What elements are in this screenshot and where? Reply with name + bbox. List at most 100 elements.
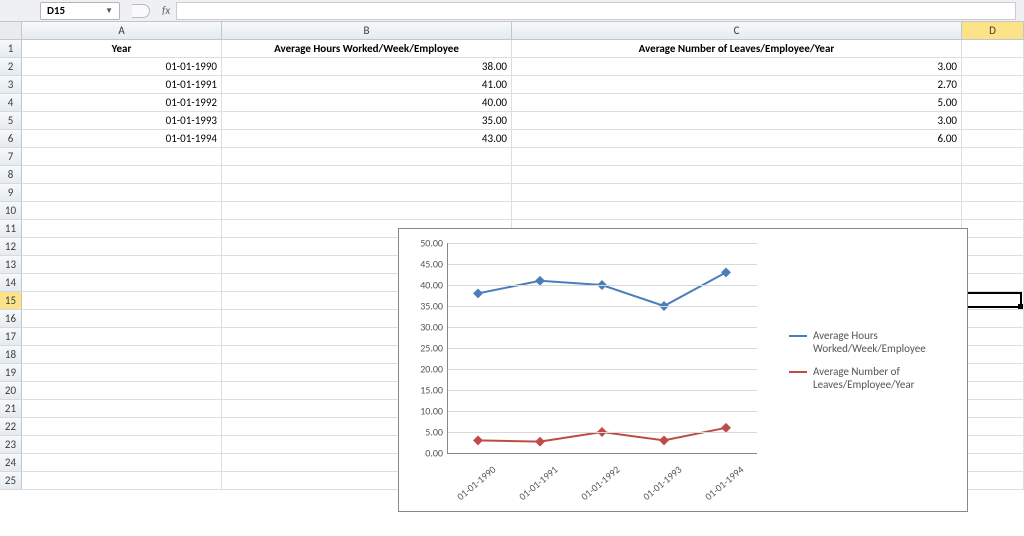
- cell-C8[interactable]: [512, 166, 962, 184]
- row-header-16[interactable]: 16: [0, 310, 22, 328]
- cell-B4[interactable]: 40.00: [222, 94, 512, 112]
- cell-D6[interactable]: [962, 130, 1024, 148]
- cell-C5[interactable]: 3.00: [512, 112, 962, 130]
- row-header-7[interactable]: 7: [0, 148, 22, 166]
- row-header-8[interactable]: 8: [0, 166, 22, 184]
- cell-D11[interactable]: [962, 220, 1024, 238]
- row-header-22[interactable]: 22: [0, 418, 22, 436]
- row-header-11[interactable]: 11: [0, 220, 22, 238]
- cell-A10[interactable]: [22, 202, 222, 220]
- cell-D25[interactable]: [962, 472, 1024, 490]
- cell-A24[interactable]: [22, 454, 222, 472]
- cell-A14[interactable]: [22, 274, 222, 292]
- cell-A13[interactable]: [22, 256, 222, 274]
- cell-A12[interactable]: [22, 238, 222, 256]
- row-header-6[interactable]: 6: [0, 130, 22, 148]
- row-header-15[interactable]: 15: [0, 292, 22, 310]
- row-header-25[interactable]: 25: [0, 472, 22, 490]
- cell-D9[interactable]: [962, 184, 1024, 202]
- name-box[interactable]: D15 ▼: [40, 2, 120, 20]
- cell-D2[interactable]: [962, 58, 1024, 76]
- cell-D7[interactable]: [962, 148, 1024, 166]
- cell-D24[interactable]: [962, 454, 1024, 472]
- cell-A19[interactable]: [22, 364, 222, 382]
- cell-B5[interactable]: 35.00: [222, 112, 512, 130]
- cell-C4[interactable]: 5.00: [512, 94, 962, 112]
- name-box-dropdown-icon[interactable]: ▼: [105, 6, 113, 16]
- row-header-1[interactable]: 1: [0, 40, 22, 58]
- cell-D23[interactable]: [962, 436, 1024, 454]
- cell-A18[interactable]: [22, 346, 222, 364]
- cell-D22[interactable]: [962, 418, 1024, 436]
- cell-A2[interactable]: 01-01-1990: [22, 58, 222, 76]
- col-header-D[interactable]: D: [962, 22, 1024, 40]
- formula-input[interactable]: [176, 2, 1016, 20]
- row-header-9[interactable]: 9: [0, 184, 22, 202]
- cell-D20[interactable]: [962, 382, 1024, 400]
- cell-C7[interactable]: [512, 148, 962, 166]
- fx-icon[interactable]: fx: [162, 4, 170, 17]
- row-header-13[interactable]: 13: [0, 256, 22, 274]
- cell-D17[interactable]: [962, 328, 1024, 346]
- cell-C10[interactable]: [512, 202, 962, 220]
- cell-A15[interactable]: [22, 292, 222, 310]
- cell-C6[interactable]: 6.00: [512, 130, 962, 148]
- cell-D19[interactable]: [962, 364, 1024, 382]
- row-header-14[interactable]: 14: [0, 274, 22, 292]
- cell-A1[interactable]: Year: [22, 40, 222, 58]
- cell-C2[interactable]: 3.00: [512, 58, 962, 76]
- cell-A11[interactable]: [22, 220, 222, 238]
- cell-C1[interactable]: Average Number of Leaves/Employee/Year: [512, 40, 962, 58]
- cell-A25[interactable]: [22, 472, 222, 490]
- cell-A22[interactable]: [22, 418, 222, 436]
- cell-D12[interactable]: [962, 238, 1024, 256]
- cell-B3[interactable]: 41.00: [222, 76, 512, 94]
- cell-A4[interactable]: 01-01-1992: [22, 94, 222, 112]
- cell-D8[interactable]: [962, 166, 1024, 184]
- cell-D5[interactable]: [962, 112, 1024, 130]
- cell-B6[interactable]: 43.00: [222, 130, 512, 148]
- cell-C3[interactable]: 2.70: [512, 76, 962, 94]
- cell-A16[interactable]: [22, 310, 222, 328]
- row-header-19[interactable]: 19: [0, 364, 22, 382]
- cell-A20[interactable]: [22, 382, 222, 400]
- row-header-2[interactable]: 2: [0, 58, 22, 76]
- cell-D15[interactable]: [962, 292, 1024, 310]
- row-header-23[interactable]: 23: [0, 436, 22, 454]
- cell-B7[interactable]: [222, 148, 512, 166]
- cell-A21[interactable]: [22, 400, 222, 418]
- cell-B1[interactable]: Average Hours Worked/Week/Employee: [222, 40, 512, 58]
- cell-D21[interactable]: [962, 400, 1024, 418]
- cell-D16[interactable]: [962, 310, 1024, 328]
- row-header-17[interactable]: 17: [0, 328, 22, 346]
- cell-A17[interactable]: [22, 328, 222, 346]
- cell-B8[interactable]: [222, 166, 512, 184]
- cell-D14[interactable]: [962, 274, 1024, 292]
- cell-A9[interactable]: [22, 184, 222, 202]
- cell-A23[interactable]: [22, 436, 222, 454]
- row-header-3[interactable]: 3: [0, 76, 22, 94]
- select-all-corner[interactable]: [0, 22, 22, 40]
- cell-D13[interactable]: [962, 256, 1024, 274]
- cell-A7[interactable]: [22, 148, 222, 166]
- row-header-12[interactable]: 12: [0, 238, 22, 256]
- row-header-20[interactable]: 20: [0, 382, 22, 400]
- row-header-21[interactable]: 21: [0, 400, 22, 418]
- cell-A5[interactable]: 01-01-1993: [22, 112, 222, 130]
- row-header-10[interactable]: 10: [0, 202, 22, 220]
- row-header-4[interactable]: 4: [0, 94, 22, 112]
- cell-B10[interactable]: [222, 202, 512, 220]
- embedded-chart[interactable]: 0.005.0010.0015.0020.0025.0030.0035.0040…: [398, 228, 968, 512]
- cell-D1[interactable]: [962, 40, 1024, 58]
- cell-D3[interactable]: [962, 76, 1024, 94]
- cell-D18[interactable]: [962, 346, 1024, 364]
- cell-A8[interactable]: [22, 166, 222, 184]
- cell-C9[interactable]: [512, 184, 962, 202]
- cell-A3[interactable]: 01-01-1991: [22, 76, 222, 94]
- cell-D10[interactable]: [962, 202, 1024, 220]
- col-header-B[interactable]: B: [222, 22, 512, 40]
- cell-A6[interactable]: 01-01-1994: [22, 130, 222, 148]
- col-header-C[interactable]: C: [512, 22, 962, 40]
- cell-B9[interactable]: [222, 184, 512, 202]
- col-header-A[interactable]: A: [22, 22, 222, 40]
